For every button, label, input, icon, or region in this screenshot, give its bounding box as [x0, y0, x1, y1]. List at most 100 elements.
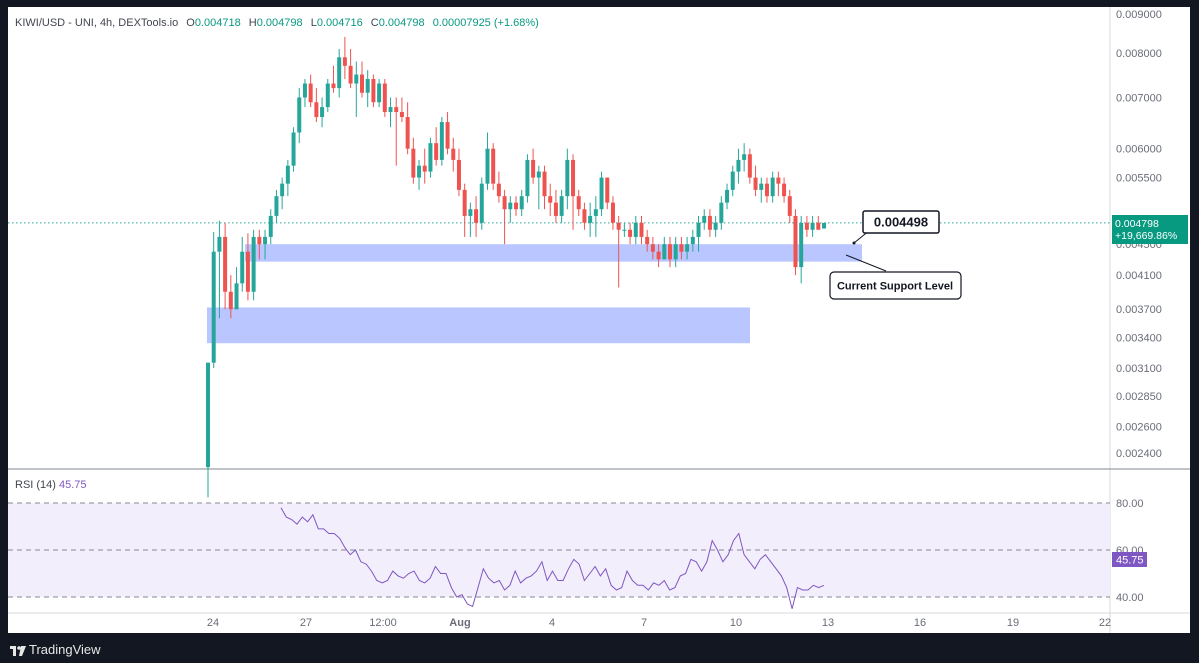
- candle-body[interactable]: [719, 202, 724, 223]
- candle-body[interactable]: [365, 79, 370, 93]
- candle-body[interactable]: [297, 97, 302, 133]
- candle-body[interactable]: [679, 244, 684, 252]
- candle-body[interactable]: [228, 291, 233, 310]
- candle-body[interactable]: [747, 154, 752, 178]
- candle-body[interactable]: [360, 74, 364, 93]
- candle-body[interactable]: [673, 244, 678, 260]
- candle-body[interactable]: [610, 202, 615, 223]
- candle-body[interactable]: [263, 236, 268, 245]
- candle-body[interactable]: [479, 183, 484, 223]
- candle-body[interactable]: [394, 107, 399, 113]
- candle-body[interactable]: [491, 148, 496, 184]
- candle-body[interactable]: [668, 244, 672, 260]
- candle-body[interactable]: [320, 107, 325, 118]
- candle-body[interactable]: [291, 132, 296, 166]
- candle-body[interactable]: [519, 196, 524, 210]
- price-callout[interactable]: 0.004498: [852, 210, 940, 245]
- candle-body[interactable]: [206, 362, 210, 468]
- rsi-series-line[interactable]: [280, 507, 825, 609]
- candle-body[interactable]: [650, 244, 655, 252]
- candle-body[interactable]: [434, 143, 439, 160]
- candle-body[interactable]: [685, 244, 690, 252]
- chart-svg[interactable]: 0.009000 0.008000 0.007000 0.006000 0.005500…: [8, 7, 1190, 633]
- candle-body[interactable]: [474, 209, 479, 223]
- candle-body[interactable]: [559, 196, 564, 216]
- candle-body[interactable]: [405, 117, 410, 149]
- candle-body[interactable]: [696, 222, 701, 237]
- candle-body[interactable]: [422, 165, 427, 172]
- candle-body[interactable]: [787, 196, 792, 216]
- candle-body[interactable]: [377, 83, 382, 103]
- candle-body[interactable]: [485, 148, 490, 184]
- candle-body[interactable]: [354, 74, 359, 84]
- candle-body[interactable]: [234, 283, 239, 310]
- candle-body[interactable]: [542, 171, 547, 197]
- candle-body[interactable]: [468, 209, 473, 216]
- candle-body[interactable]: [388, 107, 393, 113]
- candle-body[interactable]: [217, 236, 222, 252]
- candle-body[interactable]: [223, 236, 228, 292]
- candle-body[interactable]: [816, 222, 821, 230]
- candle-body[interactable]: [245, 251, 250, 292]
- candle-body[interactable]: [280, 183, 285, 197]
- candle-body[interactable]: [633, 222, 638, 237]
- candle-body[interactable]: [251, 236, 256, 292]
- candle-body[interactable]: [462, 189, 467, 216]
- candle-body[interactable]: [331, 83, 336, 89]
- candle-body[interactable]: [707, 215, 712, 230]
- candle-body[interactable]: [536, 171, 541, 178]
- candle-body[interactable]: [411, 148, 416, 178]
- candle-body[interactable]: [302, 83, 307, 98]
- candle-body[interactable]: [656, 251, 661, 260]
- candle-body[interactable]: [314, 102, 319, 118]
- candle-body[interactable]: [690, 236, 695, 245]
- candle-body[interactable]: [496, 183, 501, 197]
- candle-body[interactable]: [274, 196, 279, 216]
- candle-body[interactable]: [417, 165, 422, 178]
- candle-body[interactable]: [451, 148, 456, 160]
- candle-body[interactable]: [770, 177, 775, 197]
- candle-body[interactable]: [371, 79, 376, 103]
- candle-body[interactable]: [285, 165, 290, 184]
- candle-body[interactable]: [576, 196, 581, 210]
- candle-body[interactable]: [662, 244, 667, 260]
- candle-body[interactable]: [822, 222, 826, 229]
- candle-body[interactable]: [628, 229, 633, 237]
- candle-body[interactable]: [753, 177, 758, 190]
- candle-body[interactable]: [348, 65, 353, 84]
- candle-body[interactable]: [257, 236, 262, 245]
- candle-body[interactable]: [399, 112, 404, 118]
- candle-body[interactable]: [502, 196, 507, 210]
- candle-body[interactable]: [382, 83, 387, 113]
- support-zone-lower[interactable]: [207, 307, 750, 344]
- candle-body[interactable]: [588, 215, 593, 223]
- candle-body[interactable]: [782, 183, 787, 197]
- candle-body[interactable]: [645, 236, 650, 245]
- candle-body[interactable]: [553, 202, 558, 216]
- candle-body[interactable]: [456, 159, 461, 190]
- candle-body[interactable]: [725, 189, 730, 203]
- tradingview-brand[interactable]: TradingView: [10, 640, 101, 658]
- candle-body[interactable]: [342, 57, 347, 66]
- candle-body[interactable]: [736, 159, 741, 172]
- candle-body[interactable]: [582, 209, 587, 223]
- candle-body[interactable]: [508, 202, 513, 210]
- candle-body[interactable]: [702, 215, 707, 223]
- support-callout[interactable]: Current Support Level: [829, 254, 962, 300]
- candle-body[interactable]: [593, 209, 598, 216]
- candle-body[interactable]: [810, 222, 815, 230]
- candle-body[interactable]: [308, 83, 313, 103]
- candle-body[interactable]: [445, 122, 450, 149]
- candle-body[interactable]: [742, 154, 747, 160]
- time-axis[interactable]: 24 27 12:00 Aug 4 7 10 13 16 19 22: [207, 617, 1111, 629]
- candle-body[interactable]: [337, 57, 342, 89]
- candle-body[interactable]: [325, 83, 330, 108]
- candle-body[interactable]: [211, 251, 216, 363]
- support-zone-upper[interactable]: [245, 244, 862, 262]
- candle-body[interactable]: [548, 196, 553, 203]
- candle-body[interactable]: [776, 177, 781, 184]
- candle-body[interactable]: [730, 171, 735, 190]
- candle-body[interactable]: [605, 177, 610, 203]
- candle-body[interactable]: [804, 222, 809, 230]
